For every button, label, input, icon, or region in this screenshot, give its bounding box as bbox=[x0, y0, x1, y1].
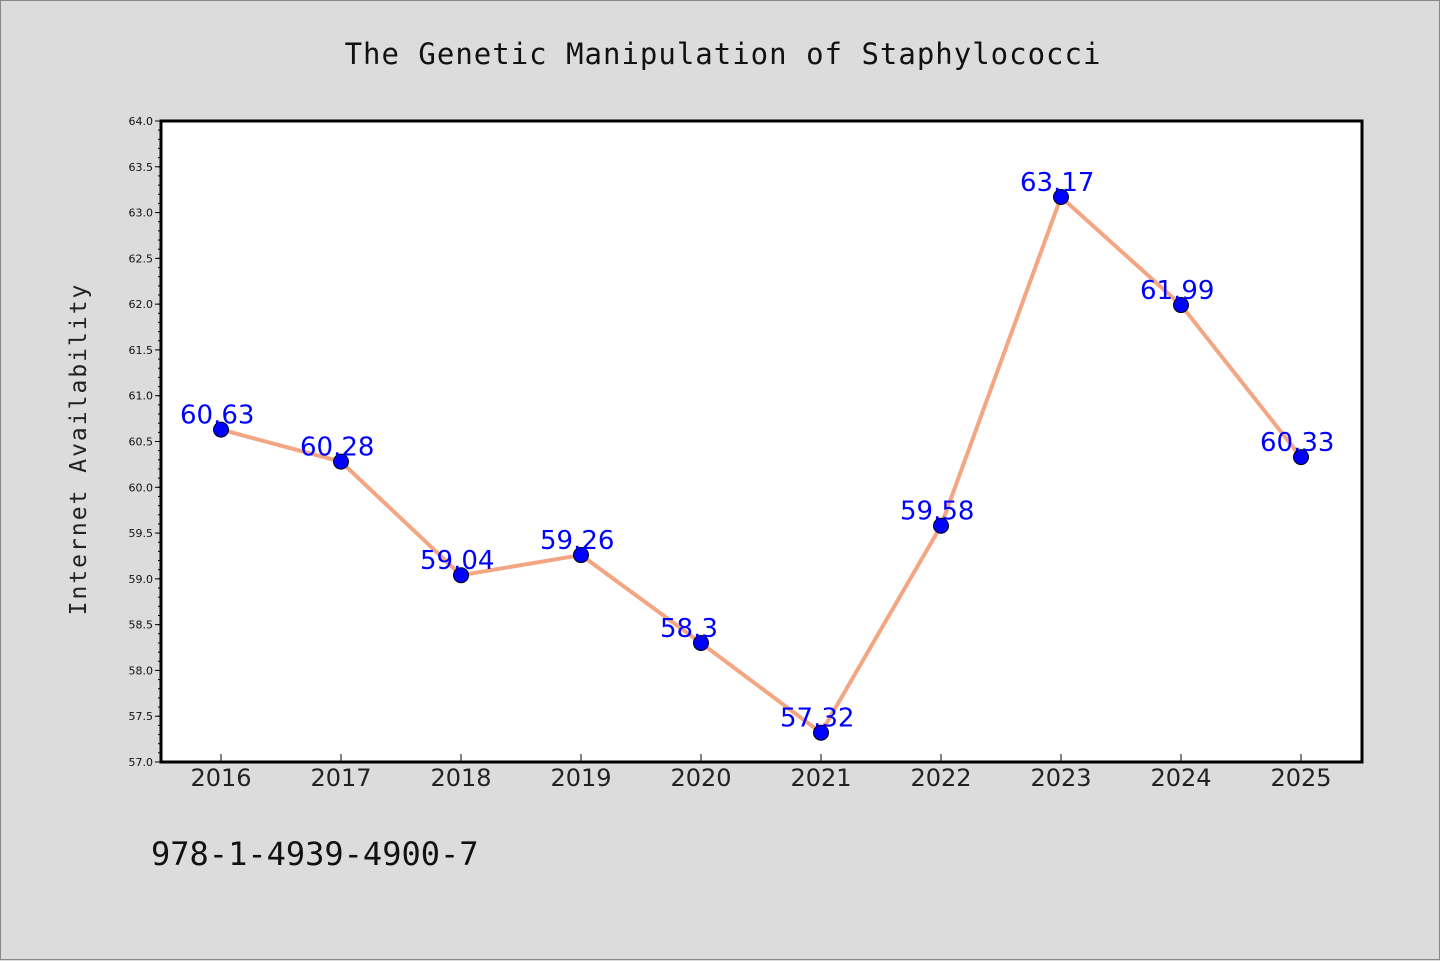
y-tick-label: 61.5 bbox=[129, 344, 154, 357]
y-tick-label: 61.0 bbox=[129, 390, 154, 403]
data-label: 60.63 bbox=[180, 401, 254, 431]
x-tick-label: 2016 bbox=[190, 764, 251, 792]
y-axis-label: Internet Availability bbox=[66, 283, 92, 616]
data-point-marker bbox=[333, 453, 349, 470]
data-label: 57.32 bbox=[780, 704, 854, 734]
y-tick-label: 59.0 bbox=[129, 573, 154, 586]
data-label: 59.04 bbox=[420, 546, 494, 576]
x-tick-label: 2023 bbox=[1030, 764, 1091, 792]
x-tick-label: 2019 bbox=[550, 764, 611, 792]
data-label: 63.17 bbox=[1020, 168, 1094, 198]
y-tick-label: 60.5 bbox=[129, 436, 154, 449]
data-label: 61.99 bbox=[1140, 276, 1214, 306]
y-axis: 57.0 57.5 58.0 58.5 59.0 59.5 60.0 60.5 61.0 61.5… bbox=[129, 115, 161, 769]
data-point-marker bbox=[1293, 449, 1309, 466]
data-point-marker bbox=[1053, 189, 1069, 206]
data-point-marker bbox=[693, 634, 709, 651]
y-tick-label: 62.5 bbox=[129, 252, 154, 265]
data-label: 59.26 bbox=[540, 526, 614, 556]
data-label: 60.28 bbox=[300, 433, 374, 463]
x-tick-label: 2025 bbox=[1270, 764, 1331, 792]
data-label: 60.33 bbox=[1260, 428, 1334, 458]
x-tick-label: 2021 bbox=[790, 764, 851, 792]
y-tick-label: 64.0 bbox=[129, 115, 154, 128]
y-tick-label: 59.5 bbox=[129, 527, 154, 540]
footer-isbn-text: 978-1-4939-4900-7 bbox=[151, 835, 479, 873]
data-point-marker bbox=[933, 517, 949, 534]
plot-area bbox=[161, 121, 1362, 762]
y-tick-label: 63.5 bbox=[129, 161, 154, 174]
y-tick-label: 63.0 bbox=[129, 207, 154, 220]
y-tick-label: 58.5 bbox=[129, 619, 154, 632]
y-tick-label: 57.5 bbox=[129, 710, 154, 723]
x-tick-label: 2018 bbox=[430, 764, 491, 792]
series-line bbox=[220, 195, 1303, 735]
data-labels: 60.63 60.28 59.04 59.26 58.3 57.32 59.58 63.17 6… bbox=[180, 168, 1334, 734]
data-label: 59.58 bbox=[900, 497, 974, 527]
series-line-group bbox=[220, 195, 1303, 735]
y-tick-label: 60.0 bbox=[129, 481, 154, 494]
data-point-marker bbox=[213, 421, 229, 438]
x-tick-label: 2022 bbox=[910, 764, 971, 792]
data-label: 58.3 bbox=[660, 614, 718, 644]
y-tick-label: 62.0 bbox=[129, 298, 154, 311]
data-points bbox=[213, 189, 1309, 741]
x-axis: 2016 2017 2018 2019 2020 2021 2022 2023 2024 2025 bbox=[190, 754, 1332, 792]
y-tick-label: 57.0 bbox=[129, 756, 154, 769]
data-point-marker bbox=[573, 547, 589, 564]
plot-border bbox=[159, 119, 1364, 764]
data-point-marker bbox=[813, 724, 829, 741]
data-point-marker bbox=[453, 567, 469, 584]
y-tick-label: 58.0 bbox=[129, 664, 154, 677]
x-tick-label: 2017 bbox=[310, 764, 371, 792]
x-tick-label: 2020 bbox=[670, 764, 731, 792]
chart-title: The Genetic Manipulation of Staphylococc… bbox=[345, 37, 1102, 71]
x-tick-label: 2024 bbox=[1150, 764, 1211, 792]
data-point-marker bbox=[1173, 297, 1189, 314]
